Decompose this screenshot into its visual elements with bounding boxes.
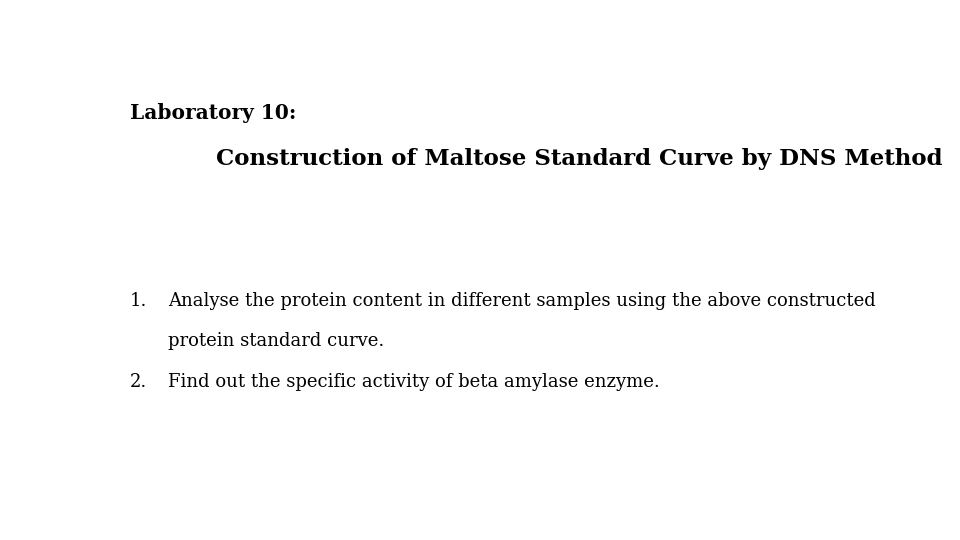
Text: Find out the specific activity of beta amylase enzyme.: Find out the specific activity of beta a…	[168, 373, 660, 390]
Text: protein standard curve.: protein standard curve.	[168, 332, 384, 350]
Text: 1.: 1.	[130, 292, 147, 309]
Text: Construction of Maltose Standard Curve by DNS Method: Construction of Maltose Standard Curve b…	[216, 148, 943, 171]
Text: 2.: 2.	[130, 373, 147, 390]
Text: Laboratory 10:: Laboratory 10:	[130, 103, 296, 123]
Text: Analyse the protein content in different samples using the above constructed: Analyse the protein content in different…	[168, 292, 876, 309]
